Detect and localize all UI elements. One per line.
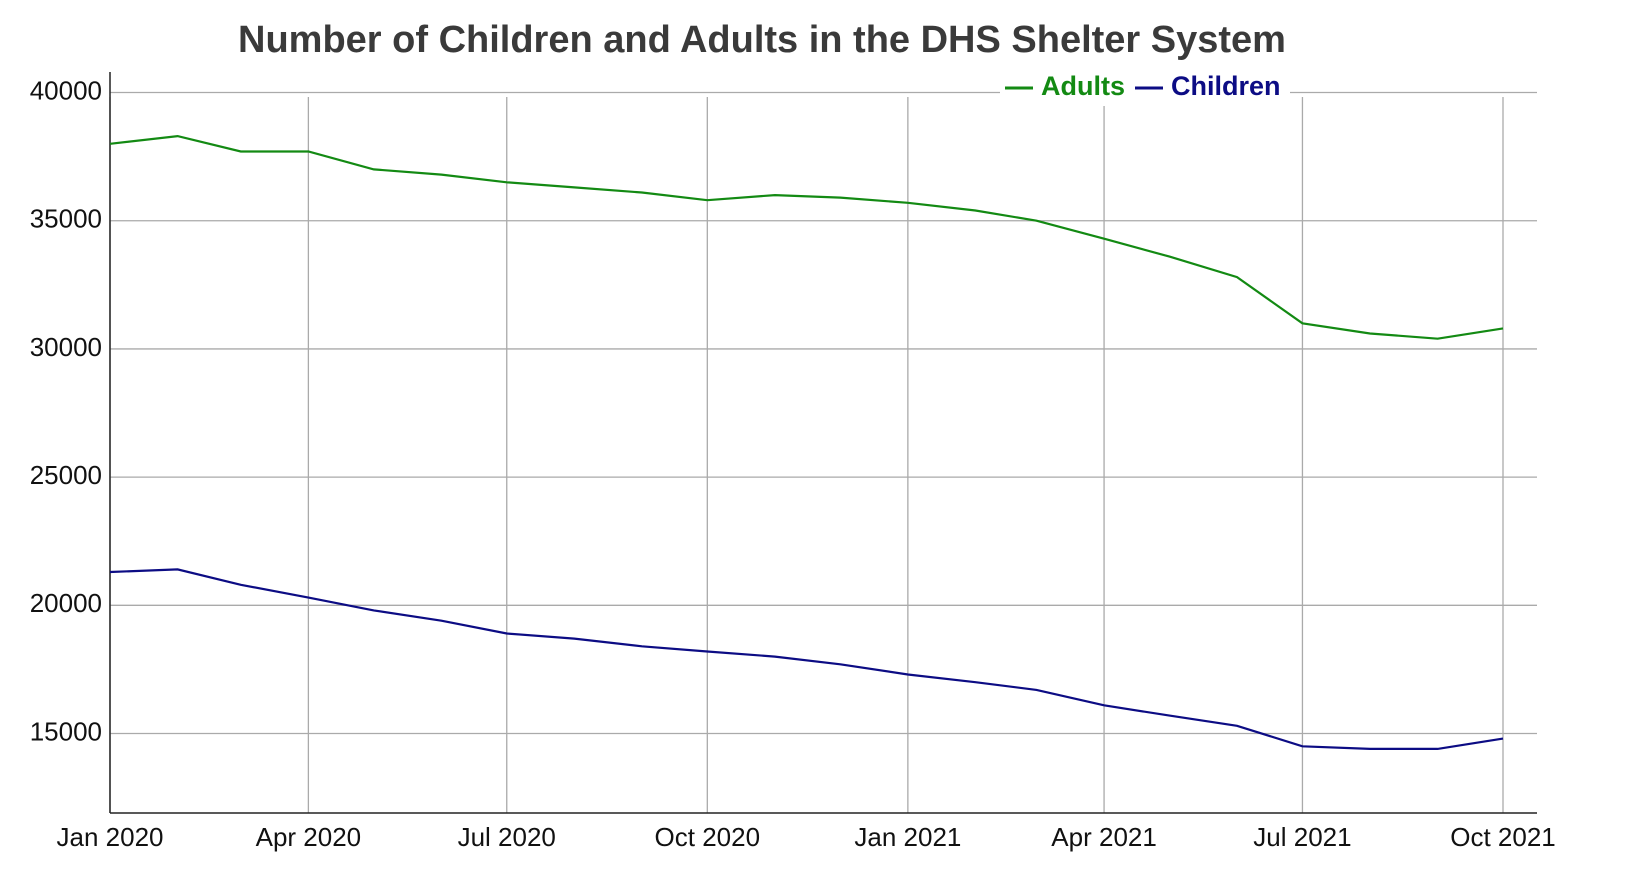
x-tick-label: Jan 2021 xyxy=(854,822,961,852)
y-tick-label: 25000 xyxy=(30,460,102,490)
x-tick-label: Jul 2020 xyxy=(458,822,556,852)
y-tick-label: 20000 xyxy=(30,588,102,618)
line-series xyxy=(109,568,1504,751)
x-tick-label: Jul 2021 xyxy=(1253,822,1351,852)
chart-title: Number of Children and Adults in the DHS… xyxy=(238,19,1286,61)
legend-label: Adults xyxy=(1041,71,1125,101)
x-tick-label: Apr 2020 xyxy=(256,822,362,852)
x-tick-label: Jan 2020 xyxy=(57,822,164,852)
y-tick-label: 15000 xyxy=(30,716,102,746)
legend-label: Children xyxy=(1171,71,1281,101)
y-tick-label: 35000 xyxy=(30,204,102,234)
legend: Adults Children xyxy=(1000,70,1290,106)
x-tick-label: Oct 2021 xyxy=(1450,822,1556,852)
y-tick-label: 40000 xyxy=(30,75,102,105)
y-tick-label: 30000 xyxy=(30,332,102,362)
x-tick-label: Oct 2020 xyxy=(655,822,761,852)
x-tick-label: Apr 2021 xyxy=(1051,822,1157,852)
line-series xyxy=(109,134,1504,340)
